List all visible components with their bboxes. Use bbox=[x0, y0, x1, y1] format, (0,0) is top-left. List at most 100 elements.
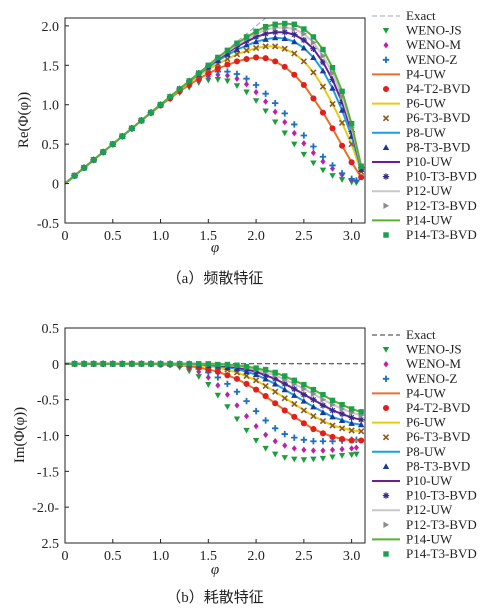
legend-item-p4-t2-bvd: P4-T2-BVD bbox=[382, 400, 470, 415]
data-point bbox=[262, 36, 269, 42]
data-point bbox=[233, 375, 241, 382]
legend-item-p10-uw: P10-UW bbox=[372, 154, 453, 169]
legend: ExactWENO-JSWENO-MWENO-ZP4-UWP4-T2-BVDP6… bbox=[372, 327, 477, 561]
legend-label: Exact bbox=[406, 327, 436, 342]
chart-caption: （a）频散特征 bbox=[167, 270, 264, 287]
data-point bbox=[243, 47, 250, 54]
x-tick-labels: 0 0.5 1.0 1.5 2.0 2.5 3.0 bbox=[62, 539, 360, 564]
data-point bbox=[281, 28, 288, 36]
data-point bbox=[129, 361, 135, 367]
data-point bbox=[253, 54, 260, 61]
data-point bbox=[310, 54, 317, 60]
data-point bbox=[224, 372, 231, 379]
data-point bbox=[262, 393, 269, 400]
data-point bbox=[281, 63, 288, 70]
data-point bbox=[310, 396, 317, 403]
data-point bbox=[281, 110, 288, 117]
chart-dissipation: 0 0.5 1.0 1.5 2.0 2.5 3.0 0.5 0 -0.5 -1.0 -1.5 -2.0… bbox=[12, 322, 477, 606]
legend-label: P14-T3-BVD bbox=[406, 227, 477, 242]
data-point bbox=[291, 31, 298, 38]
x-tick-label: 1.5 bbox=[200, 229, 218, 244]
legend-label: P12-UW bbox=[406, 183, 453, 198]
data-point bbox=[262, 417, 269, 424]
data-point bbox=[262, 445, 269, 452]
data-point bbox=[348, 437, 355, 444]
data-point bbox=[329, 422, 336, 429]
legend-label: P12-UW bbox=[406, 502, 453, 517]
data-point bbox=[253, 422, 259, 430]
y-tick-label: -1.0 bbox=[37, 430, 59, 445]
data-point bbox=[243, 55, 250, 63]
series-p8-uw bbox=[65, 362, 362, 426]
legend-swatch bbox=[382, 173, 390, 180]
y-tick-label: -0.5 bbox=[37, 394, 59, 409]
data-point bbox=[233, 58, 241, 65]
data-point bbox=[310, 413, 317, 420]
x-axis-label: φ bbox=[211, 240, 219, 256]
data-point bbox=[300, 44, 308, 51]
legend-label: P8-UW bbox=[406, 125, 446, 140]
data-point bbox=[281, 407, 288, 414]
data-point bbox=[233, 416, 241, 423]
data-point bbox=[148, 109, 154, 116]
series-weno-js bbox=[71, 361, 360, 464]
data-point bbox=[271, 119, 279, 126]
series-p14-t3-bvd bbox=[71, 361, 364, 415]
legend-item-p10-t3-bvd: P10-T3-BVD bbox=[382, 488, 477, 503]
data-point bbox=[300, 436, 308, 443]
data-point bbox=[272, 108, 278, 116]
data-point bbox=[272, 400, 279, 407]
data-point bbox=[329, 433, 336, 440]
data-point bbox=[349, 445, 355, 452]
data-point bbox=[272, 58, 279, 65]
data-point bbox=[195, 374, 202, 380]
data-point bbox=[329, 397, 336, 404]
data-point bbox=[234, 40, 240, 46]
data-point bbox=[100, 361, 106, 367]
data-point bbox=[329, 454, 336, 461]
data-point bbox=[253, 88, 259, 96]
data-point bbox=[338, 99, 346, 106]
data-point bbox=[243, 89, 250, 96]
data-point bbox=[291, 413, 298, 420]
series-p10-uw bbox=[65, 31, 363, 185]
legend-swatch bbox=[383, 42, 389, 49]
legend-item-p8-t3-bvd: P8-T3-BVD bbox=[382, 458, 470, 473]
data-point bbox=[262, 23, 269, 30]
data-point bbox=[348, 420, 355, 426]
data-point bbox=[196, 70, 202, 76]
x-tick-label: 1.0 bbox=[152, 549, 170, 564]
data-point bbox=[339, 436, 346, 443]
data-point bbox=[281, 430, 288, 438]
data-point bbox=[243, 363, 250, 370]
series-p6-t3-bvd bbox=[71, 43, 365, 179]
legend-item-p6-t3-bvd: P6-T3-BVD bbox=[382, 429, 470, 444]
data-point bbox=[329, 446, 336, 454]
data-point bbox=[310, 403, 317, 410]
data-point bbox=[338, 177, 346, 183]
legend-label: P6-UW bbox=[406, 96, 446, 111]
data-point bbox=[291, 385, 298, 393]
data-point bbox=[272, 388, 279, 395]
data-point bbox=[338, 410, 346, 418]
data-point bbox=[339, 445, 345, 453]
legend-item-p4-uw: P4-UW bbox=[372, 385, 446, 400]
data-point bbox=[329, 69, 336, 77]
x-tick-label: 0.5 bbox=[104, 229, 122, 244]
x-tick-labels: 0 0.5 1.0 1.5 2.0 2.5 3.0 bbox=[62, 219, 360, 244]
legend-item-p12-t3-bvd: P12-T3-BVD bbox=[383, 198, 477, 213]
data-point bbox=[252, 44, 260, 52]
data-point bbox=[320, 391, 326, 398]
data-point bbox=[291, 456, 298, 463]
data-point bbox=[310, 69, 317, 76]
data-point bbox=[357, 421, 365, 428]
data-point bbox=[272, 438, 278, 445]
data-point bbox=[319, 438, 327, 445]
series-line-p6-uw bbox=[65, 362, 362, 433]
data-point bbox=[300, 397, 308, 404]
data-point bbox=[300, 457, 308, 464]
data-point bbox=[262, 375, 269, 382]
data-point bbox=[272, 43, 279, 50]
data-point bbox=[90, 361, 97, 367]
data-point bbox=[282, 442, 288, 449]
